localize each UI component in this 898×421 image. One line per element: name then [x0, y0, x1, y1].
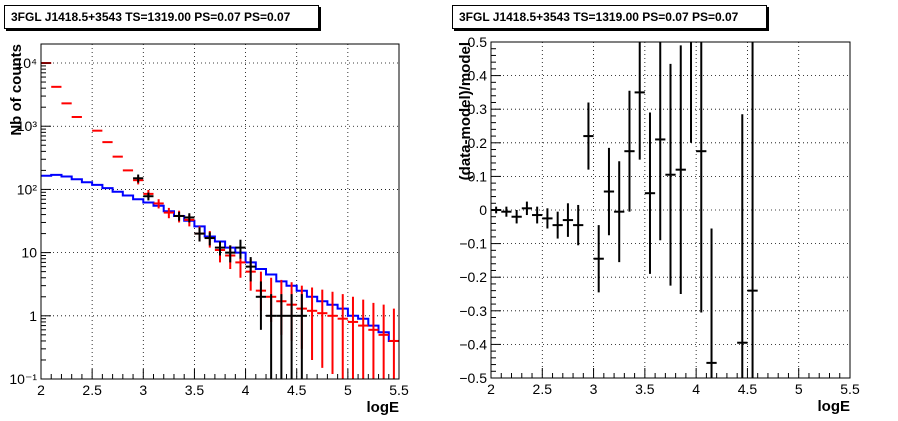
right-x-tick-label: 5 — [795, 381, 803, 397]
left-x-tick-label: 2.5 — [82, 382, 102, 398]
left-plot-frame — [40, 43, 400, 380]
left-x-tick-label: 3.5 — [185, 382, 205, 398]
right-x-tick-label: 3 — [590, 381, 598, 397]
right-y-tick-label: 0.1 — [468, 168, 488, 184]
left-x-tick-label: 4.5 — [287, 382, 307, 398]
left-x-tick-label: 5.5 — [389, 382, 409, 398]
right-plot-title: 3FGL J1418.5+3543 TS=1319.00 PS=0.07 PS=… — [452, 5, 767, 29]
left-y-axis-label: Nb of counts — [8, 44, 25, 136]
left-x-tick-label: 5 — [344, 382, 352, 398]
left-x-tick-label: 2 — [37, 382, 45, 398]
right-y-tick-label: 0.2 — [468, 135, 488, 151]
right-y-tick-label: −0.2 — [459, 269, 487, 285]
left-y-tick-label: 10 — [21, 245, 37, 261]
left-y-tick-label: 10² — [17, 181, 38, 197]
right-y-tick-label: −0.5 — [459, 370, 487, 386]
right-y-axis-label: (data-model)/model — [457, 42, 474, 180]
right-x-tick-label: 2.5 — [533, 381, 553, 397]
left-x-axis-label: logE — [367, 399, 400, 416]
right-y-tick-label: −0.1 — [459, 236, 487, 252]
right-x-tick-label: 4 — [692, 381, 700, 397]
right-y-tick-label: 0 — [479, 202, 487, 218]
right-x-tick-label: 3.5 — [635, 381, 655, 397]
right-x-axis-label: logE — [818, 398, 851, 415]
right-y-tick-label: 0.4 — [468, 68, 488, 84]
left-y-tick-label: 10⁻¹ — [9, 371, 37, 387]
right-y-tick-label: 0.3 — [468, 101, 488, 117]
right-y-tick-label: −0.4 — [459, 336, 487, 352]
left-x-tick-label: 3 — [139, 382, 147, 398]
left-plot-title: 3FGL J1418.5+3543 TS=1319.00 PS=0.07 PS=… — [4, 5, 319, 29]
left-y-tick-label: 10⁴ — [15, 55, 37, 71]
right-x-tick-label: 2 — [487, 381, 495, 397]
left-y-tick-label: 1 — [29, 308, 37, 324]
right-y-tick-label: 0.5 — [468, 34, 488, 50]
left-x-tick-label: 4 — [242, 382, 250, 398]
left-y-tick-label: 10³ — [17, 118, 38, 134]
right-x-tick-label: 4.5 — [738, 381, 758, 397]
right-y-tick-label: −0.3 — [459, 303, 487, 319]
right-x-tick-label: 5.5 — [840, 381, 860, 397]
